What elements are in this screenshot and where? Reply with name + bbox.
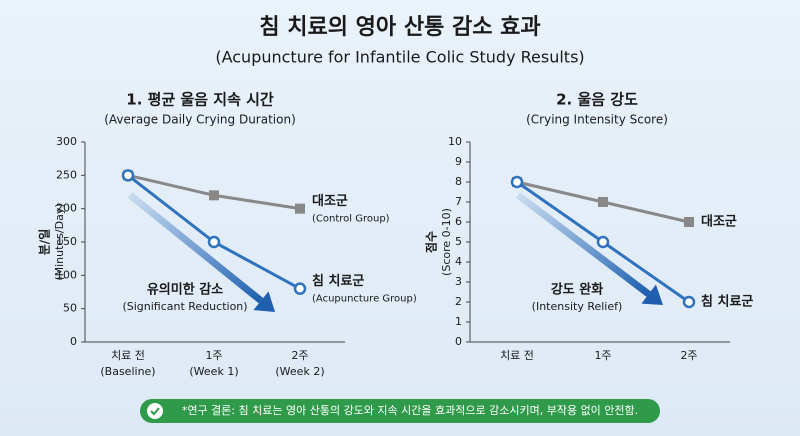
y-tick-label: 4: [455, 255, 462, 268]
chart-title: 2. 울음 강도: [556, 91, 638, 109]
y-tick-label: 150: [56, 235, 77, 248]
page-subtitle: (Acupuncture for Infantile Colic Study R…: [215, 48, 584, 67]
annotation-sub: (Intensity Relief): [532, 300, 623, 313]
chart-subtitle: (Crying Intensity Score): [526, 113, 668, 127]
series-label-sub: (Acupuncture Group): [312, 294, 417, 305]
series-label: 대조군: [312, 194, 348, 209]
y-tick-label: 0: [455, 335, 462, 348]
y-axis-label: 분/일: [38, 229, 52, 255]
trend-arrow-head: [641, 284, 663, 305]
x-tick-label: 2주: [680, 349, 697, 362]
marker: [596, 235, 610, 249]
y-tick-label: 250: [56, 168, 77, 181]
marker: [293, 282, 307, 295]
x-tick-label: 치료 전: [500, 349, 534, 362]
conclusion-box: [140, 399, 660, 423]
page-title: 침 치료의 영아 산통 감소 효과: [259, 15, 540, 40]
marker: [510, 175, 524, 189]
y-axis-label: 점수: [424, 231, 439, 253]
y-tick-label: 6: [455, 215, 462, 228]
check-mark: [150, 407, 160, 416]
y-tick-label: 200: [56, 202, 77, 215]
chart-subtitle: (Average Daily Crying Duration): [104, 113, 296, 127]
series-label: 침 치료군: [312, 273, 364, 289]
conclusion: *연구 결론: 침 치료는 영아 산통의 강도와 지속 시간을 효과적으로 감소…: [182, 404, 638, 417]
y-axis-label-sub: (Score 0-10): [440, 208, 453, 276]
y-tick-label: 2: [455, 295, 462, 308]
marker: [295, 203, 305, 214]
trend-arrow-head: [253, 291, 275, 312]
x-tick-label: 1주: [594, 349, 611, 362]
y-axis-label-sub: (Minutes/Day): [53, 203, 66, 280]
y-tick-label: 100: [56, 268, 77, 281]
y-tick-label: 10: [448, 135, 462, 148]
marker: [121, 169, 135, 182]
check-icon: [147, 403, 163, 419]
annotation: 강도 완화: [551, 282, 603, 298]
y-tick-label: 0: [70, 335, 77, 348]
y-tick-label: 7: [455, 195, 462, 208]
annotation: 유의미한 감소: [147, 282, 223, 298]
series-label: 대조군: [701, 215, 737, 230]
trend-arrow: [515, 192, 651, 297]
y-tick-label: 50: [63, 302, 77, 315]
y-tick-label: 9: [455, 155, 462, 168]
marker: [598, 197, 608, 207]
x-tick-label-sub: (Week 2): [275, 365, 324, 378]
series-label-sub: (Control Group): [312, 214, 390, 225]
x-tick-label-sub: (Week 1): [189, 365, 238, 378]
x-tick-label: 치료 전: [111, 349, 145, 362]
marker: [684, 217, 694, 227]
y-tick-label: 5: [455, 235, 462, 248]
chart-title: 1. 평균 울음 지속 시간: [126, 91, 274, 109]
y-tick-label: 3: [455, 275, 462, 288]
marker: [207, 235, 221, 249]
y-tick-label: 300: [56, 135, 77, 148]
marker: [209, 190, 219, 201]
y-tick-label: 1: [455, 315, 462, 328]
marker: [682, 295, 696, 309]
annotation-sub: (Significant Reduction): [122, 300, 247, 313]
x-tick-label-sub: (Baseline): [100, 365, 155, 378]
y-tick-label: 8: [455, 175, 462, 188]
trend-arrow: [127, 192, 264, 304]
x-tick-label: 2주: [291, 349, 308, 362]
series-label: 침 치료군: [701, 294, 753, 310]
x-tick-label: 1주: [205, 349, 222, 362]
